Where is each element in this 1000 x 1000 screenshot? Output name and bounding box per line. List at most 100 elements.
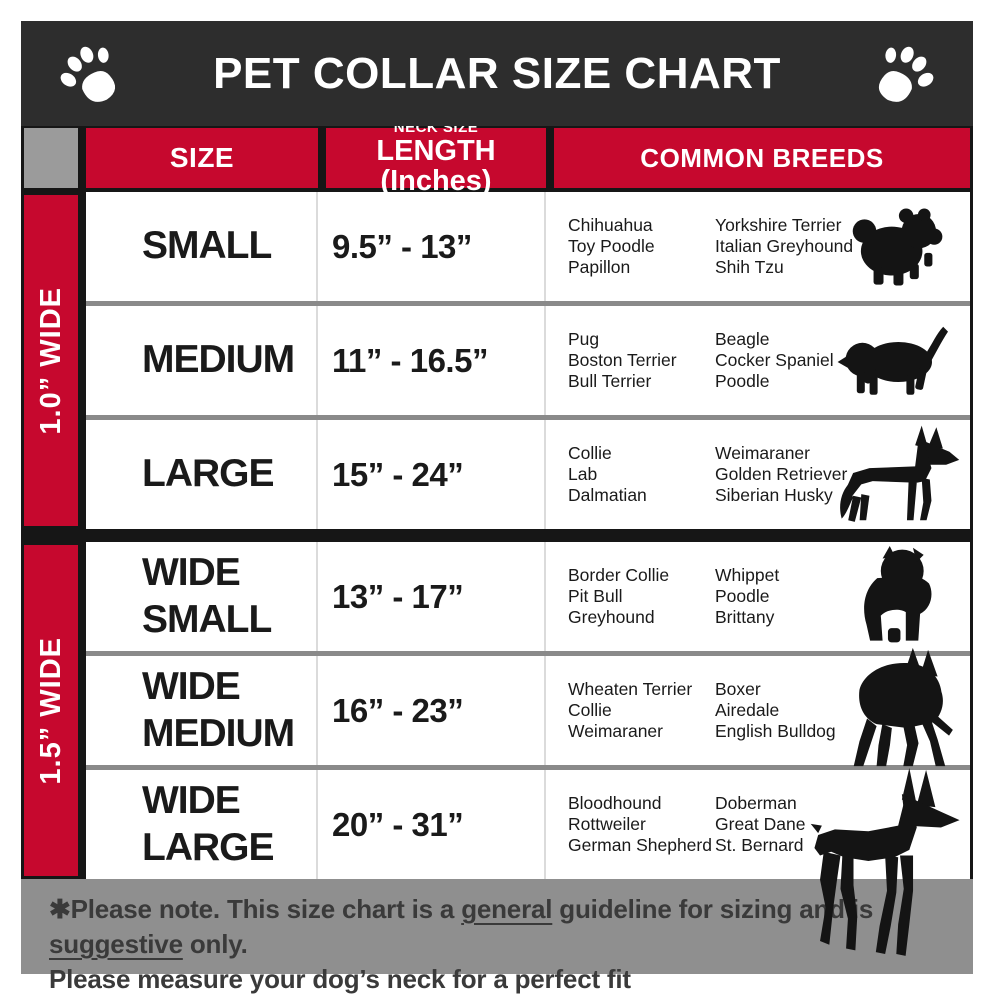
breed-line: Golden Retriever	[715, 464, 848, 484]
breed-line: Greyhound	[568, 607, 655, 627]
breed-line: Rottweiler	[568, 814, 646, 834]
neck-size-range: 16” - 23”	[318, 656, 546, 765]
column-header-row: SIZE NECK SIZE LENGTH (Inches) COMMON BR…	[21, 120, 973, 196]
common-breeds-cell: Border Collie Pit Bull Greyhound Whippet…	[546, 542, 970, 651]
column-header-size: SIZE	[86, 128, 318, 188]
breeds-column-b: Yorkshire Terrier Italian Greyhound Shih…	[715, 215, 865, 278]
breed-line: German Shepherd	[568, 835, 712, 855]
breeds-column-a: Chihuahua Toy Poodle Papillon	[568, 215, 715, 278]
breed-line: English Bulldog	[715, 721, 836, 741]
breed-line: Boston Terrier	[568, 350, 677, 370]
breed-line: Chihuahua	[568, 215, 653, 235]
underline-general: general	[461, 894, 553, 924]
breeds-column-a: Collie Lab Dalmatian	[568, 443, 715, 506]
breed-line: Boxer	[715, 679, 761, 699]
breeds-column-b: Weimaraner Golden Retriever Siberian Hus…	[715, 443, 865, 506]
breeds-column-b: Doberman Great Dane St. Bernard	[715, 793, 865, 856]
breed-line: Pug	[568, 329, 600, 349]
breed-line: Siberian Husky	[715, 485, 833, 505]
breeds-column-b: Beagle Cocker Spaniel Poodle	[715, 329, 865, 392]
breeds-column-a: Pug Boston Terrier Bull Terrier	[568, 329, 715, 392]
page-title: PET COLLAR SIZE CHART	[213, 48, 781, 98]
breed-line: Brittany	[715, 607, 775, 627]
footer-note-line2: Please measure your dog’s neck for a per…	[49, 964, 631, 994]
size-label: LARGE	[86, 420, 318, 529]
common-breeds-cell: Wheaten Terrier Collie Weimaraner Boxer …	[546, 647, 970, 767]
breed-line: Border Collie	[568, 565, 670, 585]
width-band-1-0: 1.0” WIDE	[24, 195, 78, 526]
footer-note-line1: ✱Please note. This size chart is a gener…	[49, 894, 874, 959]
breed-line: Doberman	[715, 793, 797, 813]
breed-line: Great Dane	[715, 814, 806, 834]
table-row-wide-large: WIDE LARGE 20” - 31” Bloodhound Rottweil…	[86, 765, 970, 956]
breed-line: Collie	[568, 700, 612, 720]
breed-line: Collie	[568, 443, 612, 463]
breed-line: St. Bernard	[715, 835, 804, 855]
width-band-label: 1.0” WIDE	[34, 286, 67, 435]
breed-line: Weimaraner	[568, 721, 663, 741]
paw-print-icon	[60, 46, 116, 102]
breed-line: Beagle	[715, 329, 770, 349]
size-label: WIDE MEDIUM	[86, 656, 318, 765]
breed-line: Wheaten Terrier	[568, 679, 693, 699]
breed-line: Shih Tzu	[715, 257, 784, 277]
breed-line: Weimaraner	[715, 443, 810, 463]
neck-size-range: 11” - 16.5”	[318, 306, 546, 415]
beagle-silhouette-icon	[837, 326, 948, 395]
breed-line: Papillon	[568, 257, 631, 277]
table-row-wide-small: WIDE SMALL 13” - 17” Border Collie Pit B…	[86, 542, 970, 651]
breed-line: Italian Greyhound	[715, 236, 854, 256]
breed-line: Airedale	[715, 700, 780, 720]
breeds-column-b: Whippet Poodle Brittany	[715, 565, 865, 628]
neck-size-range: 13” - 17”	[318, 542, 546, 651]
width-band-label: 1.5” WIDE	[34, 636, 67, 785]
size-label: WIDE LARGE	[86, 770, 318, 879]
size-table: 1.0” WIDE SMALL 9.5” - 13” Chihuahua Toy…	[21, 192, 973, 956]
breed-line: Bull Terrier	[568, 371, 652, 391]
table-row-small: SMALL 9.5” - 13” Chihuahua Toy Poodle Pa…	[86, 192, 970, 301]
breeds-column-a: Border Collie Pit Bull Greyhound	[568, 565, 715, 628]
breed-line: Poodle	[715, 371, 770, 391]
size-label: MEDIUM	[86, 306, 318, 415]
breed-line: Dalmatian	[568, 485, 647, 505]
column-header-neck-size-main: LENGTH (Inches)	[376, 135, 496, 197]
size-label: SMALL	[86, 192, 318, 301]
common-breeds-cell: Pug Boston Terrier Bull Terrier Beagle C…	[546, 306, 970, 415]
width-band-1-5: 1.5” WIDE	[24, 545, 78, 876]
size-chart-poster: PET COLLAR SIZE CHART SIZE NECK SIZE LEN…	[21, 21, 973, 994]
section-1-5-wide: 1.5” WIDE WIDE SMALL 13” - 17” Border Co…	[24, 542, 970, 956]
common-breeds-cell: Chihuahua Toy Poodle Papillon Yorkshire …	[546, 192, 970, 301]
bulldog-silhouette-icon	[864, 546, 932, 643]
section-1-0-wide: 1.0” WIDE SMALL 9.5” - 13” Chihuahua Toy…	[24, 192, 970, 529]
shih-tzu-silhouette-icon	[852, 208, 943, 286]
common-breeds-cell: Collie Lab Dalmatian Weimaraner Golden R…	[546, 420, 970, 529]
size-label: WIDE SMALL	[86, 542, 318, 651]
neck-size-range: 9.5” - 13”	[318, 192, 546, 301]
breed-line: Yorkshire Terrier	[715, 215, 842, 235]
breeds-column-a: Bloodhound Rottweiler German Shepherd	[568, 793, 715, 856]
table-row-wide-medium: WIDE MEDIUM 16” - 23” Wheaten Terrier Co…	[86, 647, 970, 767]
corner-spacer	[24, 128, 78, 188]
column-header-common-breeds: COMMON BREEDS	[554, 128, 970, 188]
paw-print-icon	[878, 46, 934, 102]
neck-size-range: 15” - 24”	[318, 420, 546, 529]
doberman-silhouette-icon	[810, 768, 960, 956]
neck-size-range: 20” - 31”	[318, 770, 546, 879]
table-row-large: LARGE 15” - 24” Collie Lab Dalmatian Wei…	[86, 415, 970, 529]
table-row-medium: MEDIUM 11” - 16.5” Pug Boston Terrier Bu…	[86, 301, 970, 415]
breeds-column-a: Wheaten Terrier Collie Weimaraner	[568, 679, 715, 742]
breed-line: Poodle	[715, 586, 770, 606]
german-shepherd-silhouette-icon	[840, 425, 960, 522]
footer-note: ✱Please note. This size chart is a gener…	[21, 879, 973, 994]
breed-line: Cocker Spaniel	[715, 350, 834, 370]
column-header-neck-size: NECK SIZE LENGTH (Inches)	[326, 120, 546, 196]
breed-line: Toy Poodle	[568, 236, 655, 256]
breed-line: Bloodhound	[568, 793, 662, 813]
breed-line: Whippet	[715, 565, 780, 585]
underline-suggestive: suggestive	[49, 929, 183, 959]
breeds-column-b: Boxer Airedale English Bulldog	[715, 679, 865, 742]
common-breeds-cell: Bloodhound Rottweiler German Shepherd Do…	[546, 768, 970, 956]
pit-bull-silhouette-icon	[853, 647, 953, 767]
masthead: PET COLLAR SIZE CHART	[21, 21, 973, 126]
breed-line: Pit Bull	[568, 586, 623, 606]
